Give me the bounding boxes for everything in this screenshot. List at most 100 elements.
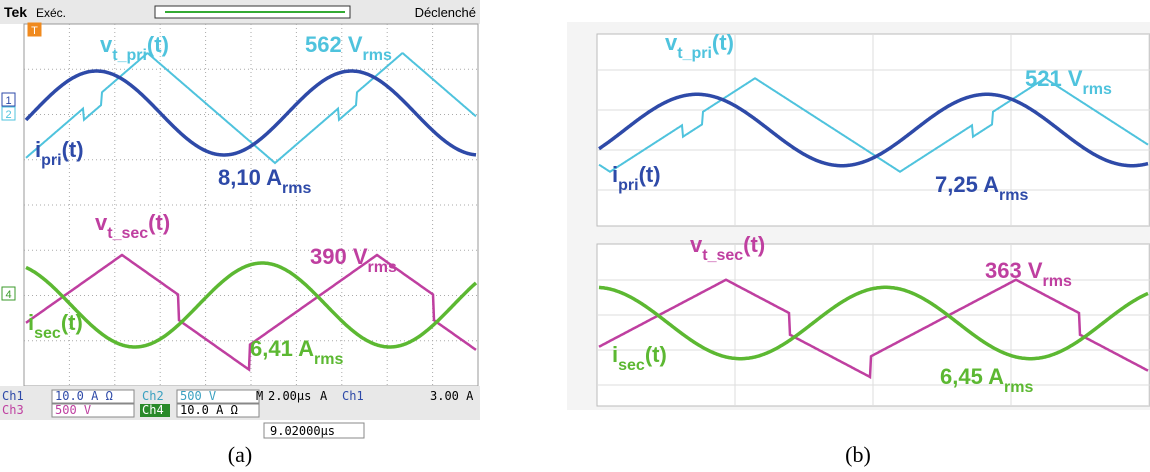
channel-marker-label: 1 bbox=[5, 95, 11, 107]
label-sub: rms bbox=[368, 259, 397, 276]
waveform bbox=[25, 261, 478, 349]
label-sub: rms bbox=[363, 47, 392, 64]
waveform-label: vt_pri(t) bbox=[100, 32, 169, 64]
sim-grid bbox=[597, 34, 1150, 406]
trigger-state: Déclenché bbox=[415, 5, 476, 20]
label-sub: rms bbox=[1083, 81, 1112, 98]
status-field: A bbox=[320, 389, 328, 403]
label-main: 363 V bbox=[985, 258, 1043, 283]
status-field: 10.0 A Ω bbox=[55, 389, 113, 403]
label-main: 521 V bbox=[1025, 66, 1083, 91]
status-box bbox=[176, 403, 260, 418]
waveform-label: 562 Vrms bbox=[305, 32, 392, 64]
label-main: v bbox=[665, 30, 678, 55]
status-field: M bbox=[256, 389, 263, 403]
channel-marker-label: T bbox=[31, 25, 38, 37]
label-tail: (t) bbox=[645, 342, 667, 367]
status-field: 10.0 A Ω bbox=[180, 403, 238, 417]
waveform bbox=[25, 52, 477, 165]
label-main: 8,10 A bbox=[218, 165, 282, 190]
trigger-position: 9.02000µs bbox=[270, 424, 335, 438]
channel-marker bbox=[1, 286, 16, 301]
waveform-label: vt_pri(t) bbox=[665, 30, 734, 62]
waveform bbox=[598, 278, 1149, 380]
label-sub: sec bbox=[34, 325, 61, 342]
waveform bbox=[598, 285, 1149, 361]
label-sub: t_pri bbox=[677, 45, 712, 62]
brand: Tek bbox=[4, 4, 27, 20]
label-sub: t_sec bbox=[107, 225, 148, 242]
trigger-pos-box bbox=[263, 422, 365, 439]
waveform-label: 521 Vrms bbox=[1025, 66, 1112, 98]
label-main: i bbox=[35, 137, 41, 162]
status-box bbox=[176, 389, 260, 404]
label-main: v bbox=[100, 32, 113, 57]
status-field: 500 V bbox=[55, 403, 91, 417]
channel-marker-label: 4 bbox=[5, 289, 11, 301]
status-field: 500 V bbox=[180, 389, 216, 403]
status-box bbox=[51, 403, 135, 418]
channel-marker-label: 2 bbox=[5, 109, 11, 121]
label-tail: (t) bbox=[743, 232, 765, 257]
label-main: v bbox=[690, 232, 703, 257]
waveform-label: 8,10 Arms bbox=[218, 165, 311, 197]
label-tail: (t) bbox=[639, 162, 661, 187]
label-sub: pri bbox=[41, 152, 61, 169]
label-main: i bbox=[612, 162, 618, 187]
panel-caption: (b) bbox=[845, 442, 871, 467]
ch4-badge bbox=[140, 404, 170, 417]
status-field: Ch4 bbox=[142, 403, 164, 417]
status-field: 3.00 A bbox=[430, 389, 474, 403]
waveform-label: 6,45 Arms bbox=[940, 364, 1033, 396]
label-tail: (t) bbox=[61, 310, 83, 335]
label-sub: rms bbox=[1004, 379, 1033, 396]
waveform-label: ipri(t) bbox=[35, 137, 84, 169]
label-main: 6,41 A bbox=[250, 336, 314, 361]
waveform-label: 363 Vrms bbox=[985, 258, 1072, 290]
waveform-label: vt_sec(t) bbox=[690, 232, 765, 264]
status-field: Ch3 bbox=[2, 403, 24, 417]
waveform-label: isec(t) bbox=[28, 310, 83, 342]
status-field: Ch1 bbox=[2, 389, 24, 403]
label-main: v bbox=[95, 210, 108, 235]
label-sub: rms bbox=[999, 187, 1028, 204]
waveform bbox=[598, 77, 1149, 174]
label-tail: (t) bbox=[712, 30, 734, 55]
panel-caption: (a) bbox=[228, 442, 252, 467]
waveforms bbox=[24, 52, 1149, 380]
label-sub: t_pri bbox=[112, 47, 147, 64]
status-field: Ch2 bbox=[142, 389, 164, 403]
label-main: i bbox=[612, 342, 618, 367]
label-tail: (t) bbox=[62, 137, 84, 162]
label-sub: rms bbox=[1043, 273, 1072, 290]
waveform-label: 7,25 Arms bbox=[935, 172, 1028, 204]
waveform bbox=[25, 253, 477, 372]
label-main: 6,45 A bbox=[940, 364, 1004, 389]
label-sub: rms bbox=[314, 351, 343, 368]
label-sub: rms bbox=[282, 180, 311, 197]
label-main: 7,25 A bbox=[935, 172, 999, 197]
status-field: 2.00µs bbox=[268, 389, 311, 403]
label-main: 390 V bbox=[310, 244, 368, 269]
waveform-label: 390 Vrms bbox=[310, 244, 397, 276]
label-sub: t_sec bbox=[702, 247, 743, 264]
waveform-label: vt_sec(t) bbox=[95, 210, 170, 242]
waveform bbox=[598, 92, 1149, 168]
waveform-label: ipri(t) bbox=[612, 162, 661, 194]
channel-marker bbox=[1, 106, 16, 121]
waveform-label: isec(t) bbox=[612, 342, 667, 374]
label-sub: sec bbox=[618, 357, 645, 374]
label-main: 562 V bbox=[305, 32, 363, 57]
label-sub: pri bbox=[618, 177, 638, 194]
label-tail: (t) bbox=[147, 32, 169, 57]
status-field: Ch1 bbox=[342, 389, 364, 403]
waveform bbox=[24, 69, 477, 157]
channel-marker bbox=[27, 22, 42, 37]
label-tail: (t) bbox=[148, 210, 170, 235]
label-main: i bbox=[28, 310, 34, 335]
run-state: Exéc. bbox=[36, 6, 66, 20]
status-box bbox=[51, 389, 135, 404]
waveform-label: 6,41 Arms bbox=[250, 336, 343, 368]
